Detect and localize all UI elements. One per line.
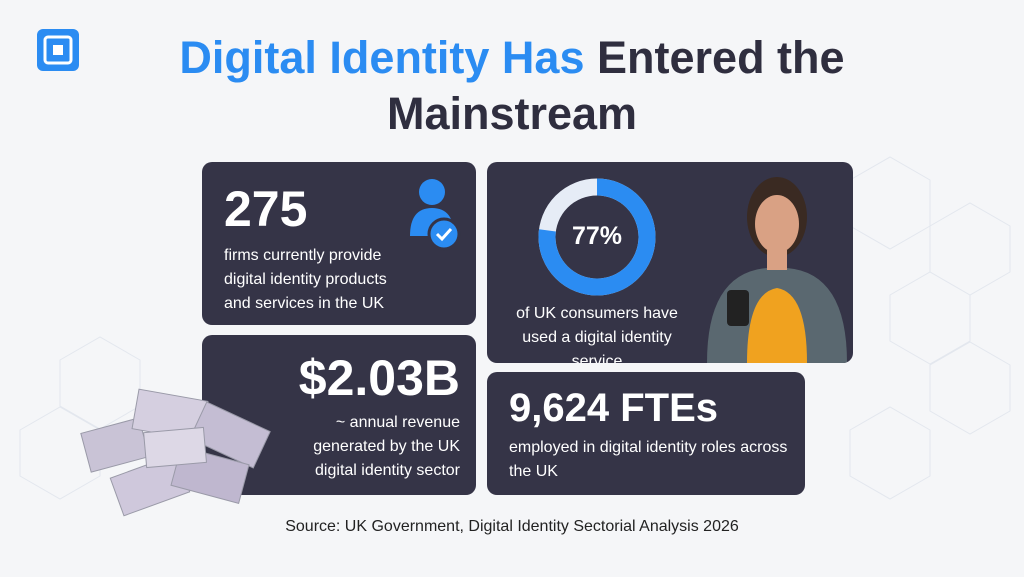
- stat-value: 275: [224, 181, 308, 237]
- stat-value: 9,624 FTEs: [509, 386, 719, 430]
- stat-text: of UK consumers have used a digital iden…: [516, 305, 678, 363]
- title-rest: Entered the Mainstream: [386, 32, 845, 139]
- money-illustration: [80, 388, 271, 517]
- stat-card: 77% of UK consumers have used a digital …: [487, 162, 853, 363]
- user-icon: [410, 179, 461, 251]
- stat-text: ~ annual revenue generated by the UK dig…: [313, 414, 460, 479]
- donut-arc: [538, 178, 656, 296]
- donut-label: 77%: [571, 222, 623, 250]
- logo: [37, 29, 79, 71]
- source: Source: UK Government, Digital Identity …: [285, 518, 739, 535]
- title: Digital Identity Has Entered the Mainstr…: [150, 30, 874, 142]
- title-highlight: Digital Identity Has: [179, 32, 585, 83]
- stat-card: 9,624 FTEs employed in digital identity …: [487, 372, 805, 495]
- stat-text: employed in digital identity roles acros…: [509, 439, 788, 480]
- stat-value: $2.03B: [298, 350, 460, 406]
- stat-text: firms currently provide digital identity…: [224, 247, 387, 312]
- donut-chart: [538, 178, 656, 296]
- person-photo: [707, 177, 847, 363]
- stat-card: 275 firms currently provide digital iden…: [202, 162, 476, 325]
